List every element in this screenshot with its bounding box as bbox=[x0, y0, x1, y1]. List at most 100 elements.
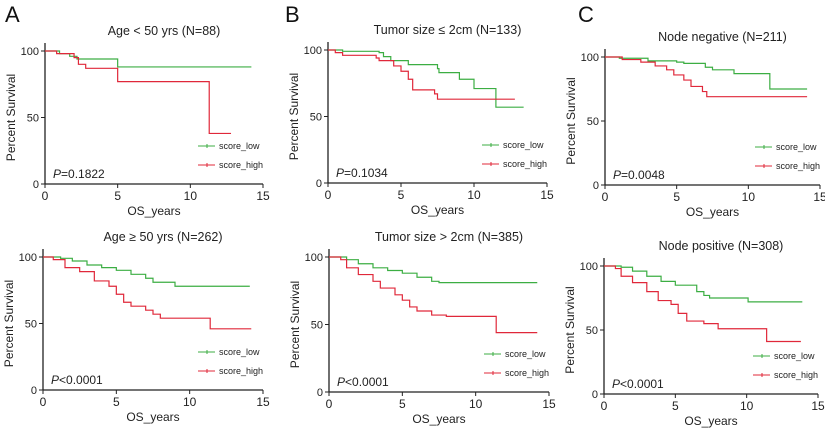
km-panel-2: Node negative (N=211) 0 5 10 15 0 50 100 OS_year… bbox=[564, 30, 825, 219]
km-curve-score_high bbox=[328, 49, 515, 100]
km-panel-5: Node positive (N=308) 0 5 10 15 0 50 100 OS_year… bbox=[563, 239, 825, 428]
y-tick-label: 50 bbox=[27, 113, 39, 125]
y-tick-label: 0 bbox=[593, 180, 599, 192]
x-axis-label: OS_years bbox=[411, 203, 464, 217]
km-curve-score_high bbox=[605, 56, 808, 98]
y-axis-label: Percent Survival bbox=[288, 281, 302, 368]
y-tick-label: 50 bbox=[311, 320, 323, 332]
panel-label-b: B bbox=[285, 2, 300, 27]
x-tick-label: 5 bbox=[398, 188, 405, 202]
chart-title: Node negative (N=211) bbox=[658, 30, 787, 44]
legend-label-score_low: score_low bbox=[219, 141, 260, 151]
y-tick-label: 100 bbox=[580, 261, 598, 273]
y-tick-label: 100 bbox=[305, 252, 323, 264]
x-tick-label: 0 bbox=[601, 399, 608, 413]
p-value: P=0.1034 bbox=[336, 166, 388, 180]
legend-label-score_low: score_low bbox=[505, 349, 546, 359]
x-tick-label: 15 bbox=[256, 395, 270, 409]
y-tick-label: 100 bbox=[21, 46, 39, 58]
x-axis-label: OS_years bbox=[684, 414, 737, 428]
legend-label-score_low: score_low bbox=[776, 142, 817, 152]
legend-label-score_high: score_high bbox=[505, 368, 549, 378]
km-curve-score_low bbox=[45, 50, 252, 68]
p-value: P<0.0001 bbox=[337, 375, 389, 389]
y-tick-label: 50 bbox=[25, 319, 37, 331]
km-curve-score_high bbox=[604, 265, 801, 343]
y-axis-label: Percent Survival bbox=[563, 286, 577, 373]
x-tick-label: 0 bbox=[40, 395, 47, 409]
x-tick-label: 5 bbox=[673, 190, 680, 204]
legend-label-score_high: score_high bbox=[503, 159, 547, 169]
km-panel-0: Age < 50 yrs (N=88) 0 5 10 15 0 50 100 OS_years P… bbox=[4, 24, 270, 218]
y-tick-label: 0 bbox=[592, 389, 598, 401]
x-tick-label: 15 bbox=[813, 190, 825, 204]
x-tick-label: 5 bbox=[399, 397, 406, 411]
y-axis-label: Percent Survival bbox=[4, 74, 18, 161]
km-curve-score_low bbox=[329, 256, 538, 284]
x-tick-label: 0 bbox=[42, 189, 49, 203]
x-tick-label: 10 bbox=[184, 189, 198, 203]
y-tick-label: 0 bbox=[316, 178, 322, 190]
legend-label-score_low: score_low bbox=[219, 347, 260, 357]
x-tick-label: 10 bbox=[183, 395, 197, 409]
chart-title: Node positive (N=308) bbox=[659, 239, 784, 253]
legend-label-score_low: score_low bbox=[774, 351, 815, 361]
y-tick-label: 100 bbox=[304, 45, 322, 57]
chart-title: Tumor size > 2cm (N=385) bbox=[375, 230, 523, 244]
x-tick-label: 15 bbox=[542, 397, 556, 411]
x-tick-label: 10 bbox=[469, 397, 483, 411]
x-axis-label: OS_years bbox=[126, 410, 179, 424]
y-tick-label: 0 bbox=[317, 387, 323, 399]
km-curve-score_high bbox=[45, 50, 232, 135]
legend-label-score_high: score_high bbox=[219, 160, 263, 170]
x-tick-label: 10 bbox=[742, 190, 756, 204]
km-curve-score_low bbox=[605, 56, 808, 90]
km-curve-score_high bbox=[329, 256, 538, 334]
x-tick-label: 5 bbox=[114, 189, 121, 203]
y-tick-label: 50 bbox=[586, 325, 598, 337]
y-axis-label: Percent Survival bbox=[2, 280, 16, 367]
y-axis-label: Percent Survival bbox=[287, 73, 301, 160]
x-tick-label: 0 bbox=[326, 397, 333, 411]
legend-label-score_high: score_high bbox=[776, 161, 820, 171]
chart-title: Tumor size ≤ 2cm (N=133) bbox=[374, 23, 522, 37]
x-tick-label: 10 bbox=[740, 399, 754, 413]
x-tick-label: 0 bbox=[602, 190, 609, 204]
km-curve-score_low bbox=[604, 265, 803, 303]
legend-label-score_low: score_low bbox=[503, 140, 544, 150]
km-curve-score_low bbox=[43, 256, 250, 287]
chart-title: Age < 50 yrs (N=88) bbox=[108, 24, 221, 38]
x-tick-label: 15 bbox=[540, 188, 554, 202]
p-value: P<0.0001 bbox=[51, 373, 103, 387]
legend-label-score_high: score_high bbox=[219, 366, 263, 376]
x-tick-label: 5 bbox=[672, 399, 679, 413]
panel-label-a: A bbox=[5, 2, 20, 27]
x-axis-label: OS_years bbox=[686, 205, 739, 219]
y-tick-label: 0 bbox=[33, 179, 39, 191]
km-curve-score_high bbox=[43, 256, 252, 330]
chart-title: Age ≥ 50 yrs (N=262) bbox=[103, 230, 222, 244]
km-curve-score_low bbox=[328, 49, 524, 108]
y-tick-label: 50 bbox=[310, 112, 322, 124]
y-tick-label: 100 bbox=[19, 252, 37, 264]
x-tick-label: 5 bbox=[113, 395, 120, 409]
x-axis-label: OS_years bbox=[127, 204, 180, 218]
p-value: P=0.0048 bbox=[613, 168, 665, 182]
y-tick-label: 100 bbox=[581, 52, 599, 64]
y-axis-label: Percent Survival bbox=[564, 77, 578, 164]
km-panel-3: Age ≥ 50 yrs (N=262) 0 5 10 15 0 50 100 OS_years… bbox=[2, 230, 270, 424]
x-tick-label: 0 bbox=[325, 188, 332, 202]
x-tick-label: 15 bbox=[811, 399, 825, 413]
legend-label-score_high: score_high bbox=[774, 370, 818, 380]
p-value: P<0.0001 bbox=[612, 377, 664, 391]
panel-label-c: C bbox=[578, 2, 594, 27]
x-tick-label: 15 bbox=[256, 189, 270, 203]
y-tick-label: 0 bbox=[31, 385, 37, 397]
y-tick-label: 50 bbox=[587, 116, 599, 128]
km-panel-4: Tumor size > 2cm (N=385) 0 5 10 15 0 50 100 OS_y… bbox=[288, 230, 556, 426]
p-value: P=0.1822 bbox=[53, 167, 105, 181]
km-panel-1: Tumor size ≤ 2cm (N=133) 0 5 10 15 0 50 100 OS_y… bbox=[287, 23, 554, 217]
x-tick-label: 10 bbox=[467, 188, 481, 202]
x-axis-label: OS_years bbox=[412, 412, 465, 426]
